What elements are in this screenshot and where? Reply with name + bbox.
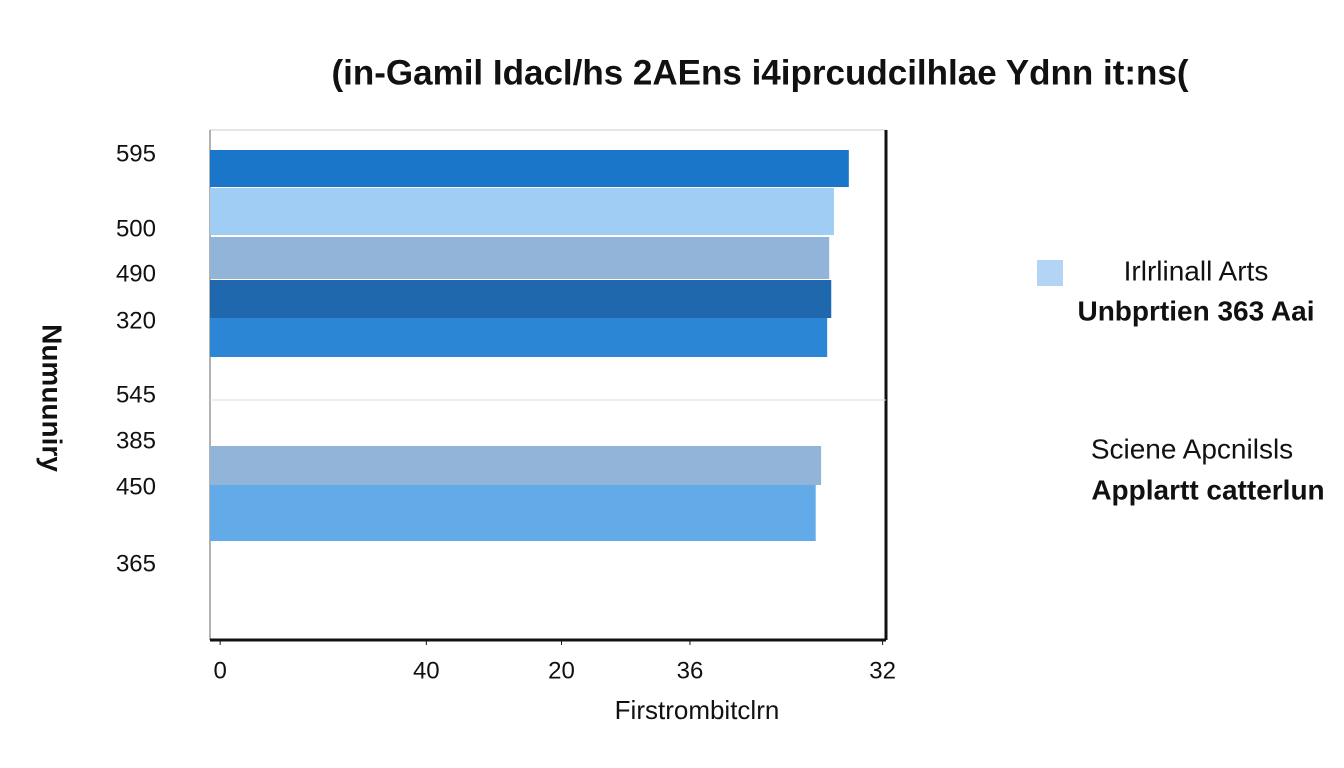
x-tick-label: 40 bbox=[413, 657, 440, 684]
legend-swatch bbox=[1037, 260, 1063, 286]
x-tick-label: 32 bbox=[869, 657, 896, 684]
y-axis-title: Numuuniry bbox=[37, 324, 68, 472]
legend-label: Irlrlinall Arts bbox=[1124, 255, 1269, 286]
x-tick-label: 20 bbox=[548, 657, 575, 684]
legend-label: Applartt catterlun bbox=[1091, 474, 1324, 505]
y-tick-label: 365 bbox=[116, 550, 156, 577]
y-tick-label: 490 bbox=[116, 260, 156, 287]
legend-label: Unbprtien 363 Aai bbox=[1077, 295, 1314, 326]
bar bbox=[210, 446, 822, 485]
chart-title: (in-Gamil Idacl/hs 2AEns i4iprcudcilhlae… bbox=[331, 53, 1188, 92]
y-tick-label: 545 bbox=[116, 381, 156, 408]
y-tick-label: 500 bbox=[116, 215, 156, 242]
y-tick-label: 320 bbox=[116, 307, 156, 334]
legend-label: Sciene Apcnilsls bbox=[1091, 433, 1293, 464]
bar bbox=[210, 150, 849, 187]
y-tick-label: 595 bbox=[116, 140, 156, 167]
x-axis-title: Firstrombitclrn bbox=[615, 695, 780, 725]
bar bbox=[210, 318, 828, 357]
x-tick-label: 36 bbox=[677, 657, 704, 684]
y-tick-label: 450 bbox=[116, 473, 156, 500]
y-tick-label: 385 bbox=[116, 427, 156, 454]
x-tick-label: 0 bbox=[213, 657, 226, 684]
bar bbox=[210, 280, 832, 318]
bar bbox=[210, 237, 830, 279]
bar bbox=[210, 188, 834, 235]
bar bbox=[210, 485, 816, 541]
